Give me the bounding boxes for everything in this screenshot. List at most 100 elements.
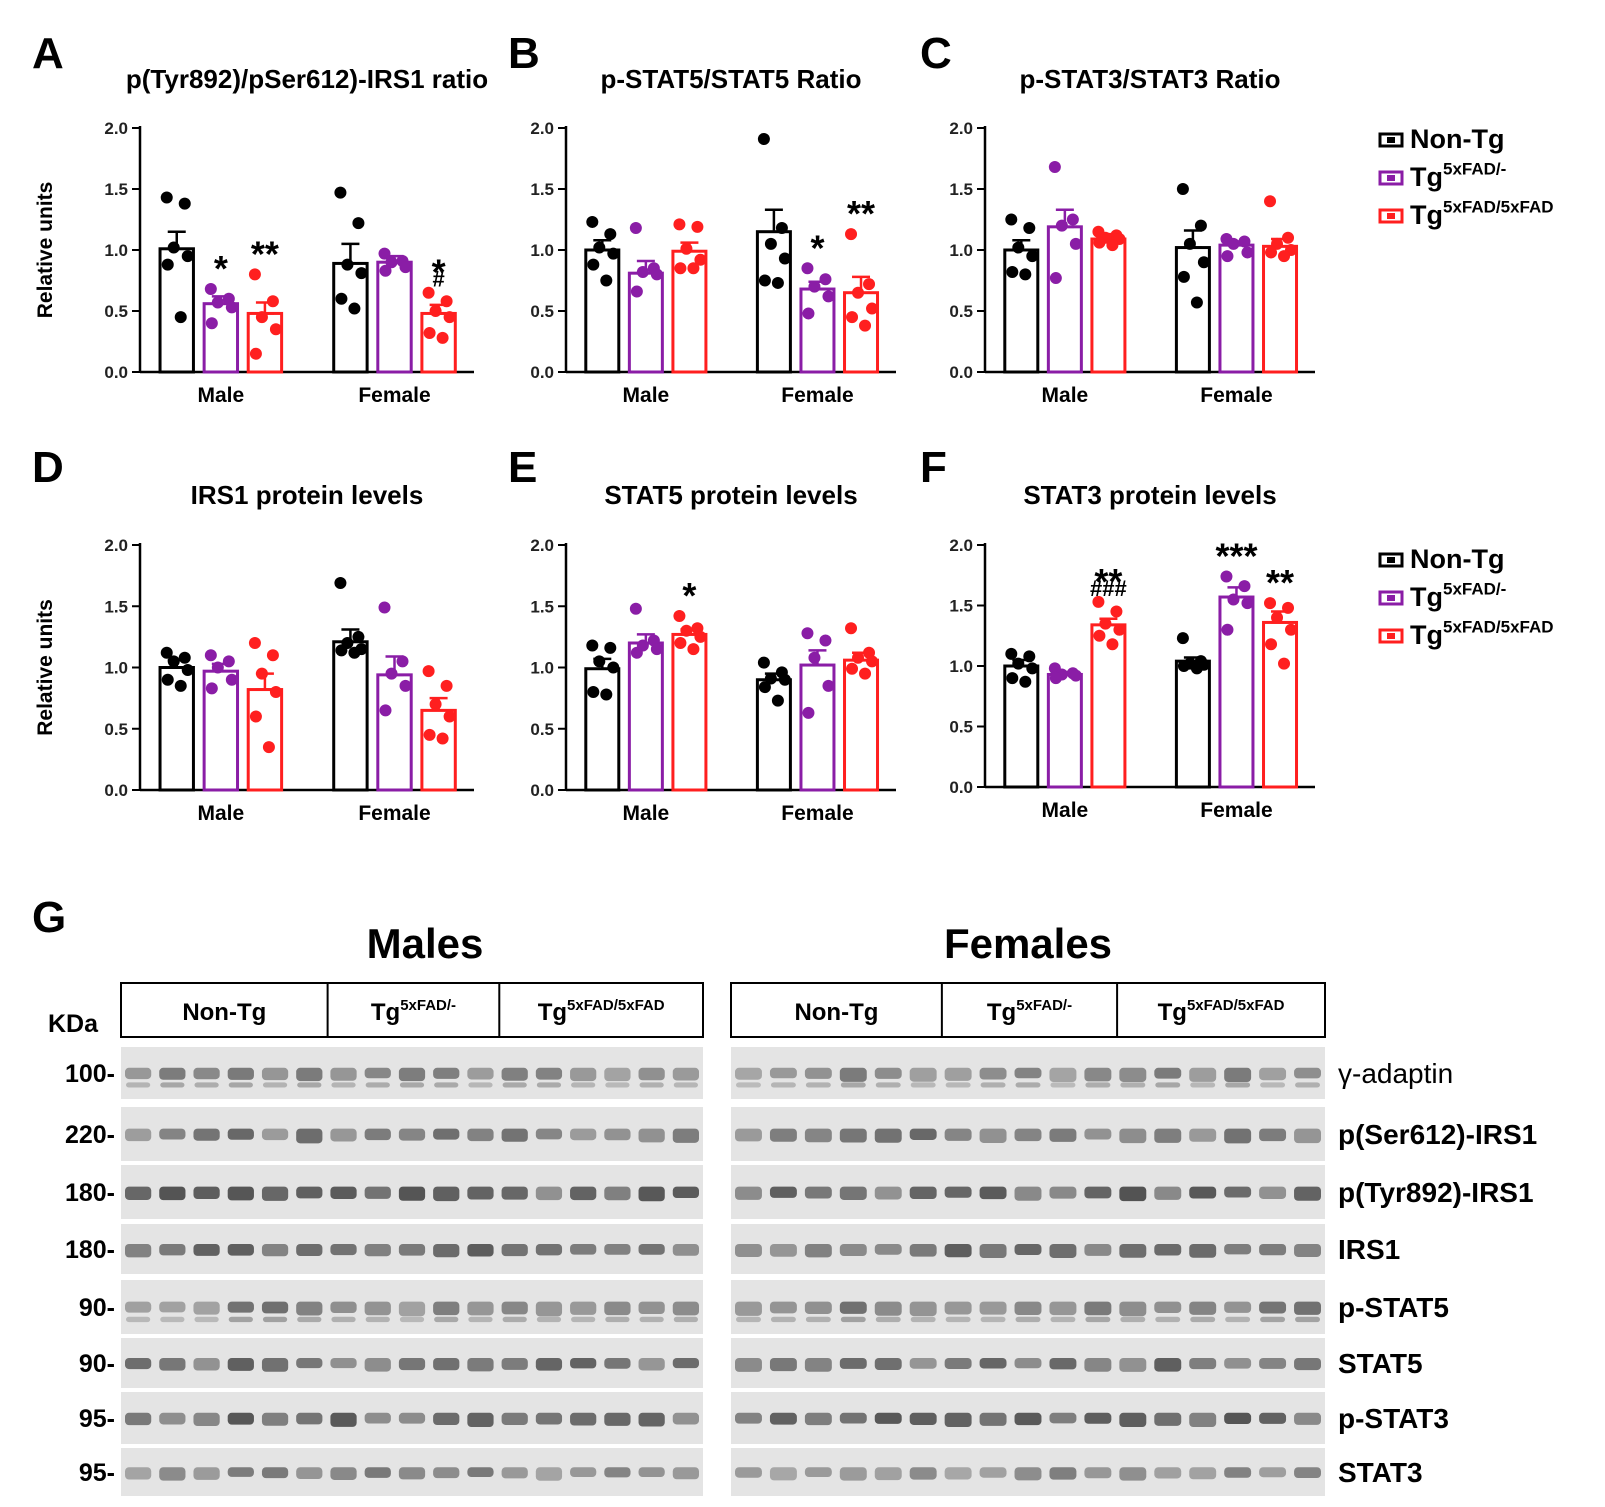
blot-band — [769, 1128, 797, 1142]
blot-band-lower — [399, 1082, 425, 1088]
bar — [158, 247, 195, 374]
blot-band — [874, 1186, 902, 1200]
data-point — [1227, 593, 1240, 606]
blot-band — [874, 1067, 902, 1079]
blot-band-lower — [126, 1082, 151, 1088]
blot-band — [433, 1412, 460, 1426]
data-point — [1048, 161, 1061, 174]
y-tick-label: 0.0 — [949, 363, 973, 382]
blot-band — [1119, 1301, 1147, 1317]
blot-band — [296, 1186, 323, 1199]
data-point — [422, 286, 435, 299]
data-point — [1282, 601, 1295, 614]
blot-band — [535, 1128, 563, 1140]
data-point — [266, 295, 279, 308]
data-point — [1194, 219, 1207, 232]
blot-band-lower — [194, 1082, 219, 1088]
blot-band-lower — [502, 1316, 527, 1323]
blot-band — [1049, 1067, 1077, 1082]
y-tick-label: 1.5 — [949, 180, 973, 199]
blot-band — [979, 1128, 1007, 1143]
blot-band-lower — [399, 1316, 425, 1323]
blot-band-lower — [126, 1316, 151, 1323]
group-label-base: Tg — [538, 999, 567, 1026]
blot-band — [979, 1358, 1007, 1369]
data-point — [607, 247, 620, 260]
blot-band — [296, 1128, 323, 1144]
protein-label: p-STAT5 — [1338, 1292, 1449, 1323]
group-label: Tg5xFAD/5xFAD — [1158, 997, 1285, 1026]
blot-band — [1014, 1186, 1042, 1201]
blot-band — [227, 1412, 254, 1425]
panel-letter: G — [32, 893, 66, 942]
legend-label: Tg5xFAD/- — [1410, 580, 1506, 612]
blot-band — [1119, 1244, 1147, 1258]
x-category-label: Female — [358, 384, 430, 407]
data-point — [600, 688, 613, 701]
panel-letter: F — [920, 443, 947, 492]
kda-marker: 180- — [65, 1236, 115, 1264]
data-point — [269, 323, 282, 336]
data-point — [673, 218, 686, 231]
significance-marker: ** — [251, 233, 279, 274]
data-point — [422, 665, 435, 678]
data-point — [1012, 241, 1025, 254]
data-point — [674, 637, 687, 649]
data-point — [181, 250, 194, 263]
data-point — [1177, 660, 1190, 672]
data-point — [822, 290, 835, 303]
blot-band — [1259, 1301, 1287, 1314]
blot-band — [330, 1358, 357, 1369]
group-label: Tg5xFAD/5xFAD — [538, 997, 665, 1026]
protein-label: p(Ser612)-IRS1 — [1338, 1119, 1537, 1150]
blot-band — [125, 1244, 152, 1258]
data-point — [801, 627, 814, 640]
blot-band-lower — [1085, 1316, 1111, 1323]
blot-band-lower — [1050, 1316, 1076, 1323]
blot-band — [535, 1067, 563, 1080]
blot-band-lower — [365, 1316, 390, 1323]
data-point — [160, 646, 173, 659]
blot-band — [296, 1467, 323, 1480]
data-point — [771, 694, 784, 707]
blot-band — [398, 1301, 426, 1317]
blot-band — [227, 1186, 254, 1201]
blot-band — [1259, 1128, 1287, 1142]
blot-band — [330, 1301, 357, 1314]
blot-band-lower — [1015, 1316, 1041, 1323]
data-point — [248, 268, 261, 281]
blot-band — [735, 1244, 762, 1257]
blot-band — [193, 1128, 220, 1141]
blot-band — [330, 1128, 357, 1142]
blot-band-lower — [1155, 1082, 1181, 1088]
y-tick-label: 1.0 — [530, 659, 554, 678]
blot-band-lower — [736, 1316, 761, 1323]
y-tick-label: 0.5 — [104, 302, 128, 321]
blot-band — [638, 1301, 665, 1314]
blot-band — [501, 1301, 528, 1315]
data-point — [1023, 650, 1036, 663]
data-point — [778, 673, 791, 686]
legend-label: Tg5xFAD/5xFAD — [1410, 618, 1554, 650]
blot-band — [735, 1067, 762, 1080]
data-point — [1278, 657, 1291, 670]
blot-band — [604, 1358, 631, 1369]
protein-label: STAT5 — [1338, 1348, 1423, 1379]
blot-band — [467, 1128, 494, 1142]
blot-band-lower — [1155, 1316, 1181, 1323]
blot-band — [672, 1128, 699, 1143]
blot-band — [1294, 1467, 1321, 1479]
data-point — [436, 732, 449, 745]
blot-band-lower — [262, 1082, 288, 1088]
protein-label: IRS1 — [1338, 1234, 1400, 1265]
bar — [1262, 244, 1299, 374]
chart-panel-d: D IRS1 protein levels Relative units 0.0 0.5… — [32, 443, 474, 825]
legend-swatch-fill — [1387, 175, 1395, 181]
data-point — [255, 311, 268, 324]
data-point — [225, 301, 238, 314]
blot-band — [604, 1067, 631, 1082]
blot-band — [1294, 1301, 1321, 1315]
group-label-base: Tg — [1158, 999, 1187, 1026]
data-point — [1238, 235, 1251, 248]
